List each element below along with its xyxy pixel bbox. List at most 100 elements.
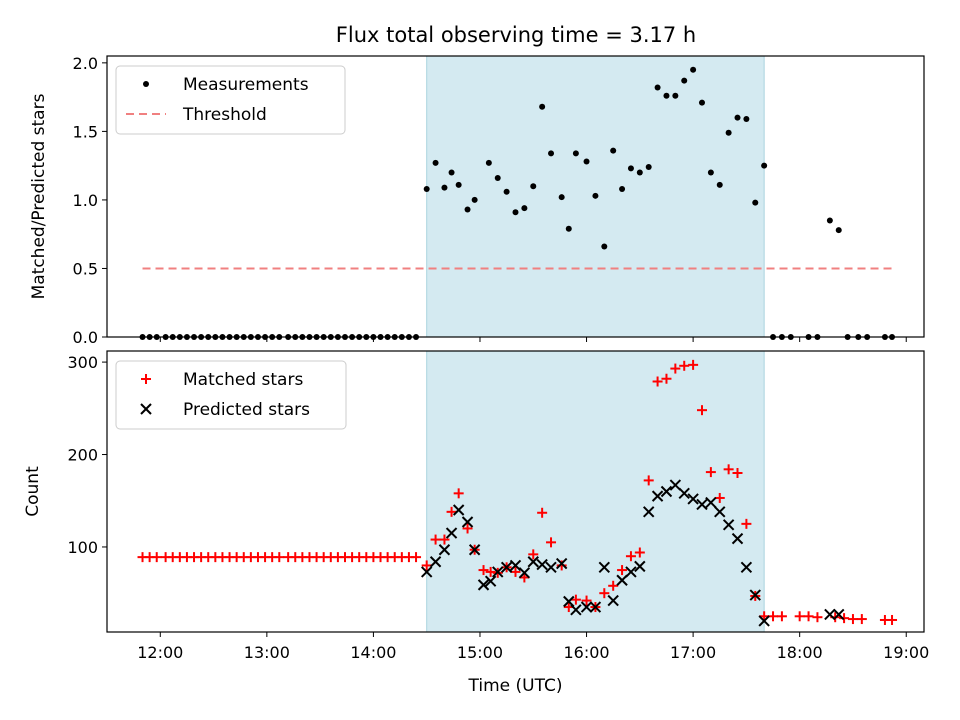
measurements-point: [565, 225, 572, 232]
predicted-stars-point-b: [545, 561, 557, 574]
predicted-stars-point: [696, 498, 708, 511]
legend-box: [115, 65, 346, 135]
measurements-point: [521, 205, 528, 212]
measurements-point: [441, 184, 448, 191]
predicted-stars-point-b: [452, 504, 465, 516]
predicted-stars-point: [589, 601, 602, 613]
matched-stars-point: [430, 534, 441, 545]
predicted-stars-point: [580, 601, 593, 613]
predicted-stars-point: [616, 574, 628, 586]
matched-stars-point: [439, 534, 450, 545]
bottom-y-axis-label: Count: [23, 466, 43, 517]
matched-stars-point: [274, 552, 285, 563]
predicted-stars-point: [555, 557, 568, 570]
legend-label: Matched stars: [183, 370, 303, 390]
predicted-stars-point-b: [429, 556, 442, 568]
predicted-stars-point: [570, 604, 582, 616]
predicted-stars-point: [824, 608, 836, 621]
bottom-axes-frame: [106, 350, 925, 633]
predicted-stars-point: [484, 575, 497, 587]
bottom-ticks: 100 200 300 12:00 13:00 14:00 15:00 16:00 17:00 1…: [67, 351, 929, 662]
predicted-stars-point-b: [722, 519, 735, 531]
matched-stars-point: [151, 552, 162, 563]
matched-stars-point: [856, 614, 867, 625]
measurements-point: [636, 169, 643, 176]
y-tick-label: 100: [67, 538, 98, 557]
predicted-stars-point: [705, 496, 717, 509]
top-panel: 0.00.51.01.52.0 Matched/Predicted stars …: [29, 54, 925, 347]
matched-stars-point: [634, 547, 645, 558]
predicted-stars-point: [625, 566, 637, 578]
matched-stars-point: [462, 523, 473, 534]
x-tick-label: 17:00: [670, 643, 716, 662]
predicted-stars-point-b: [589, 601, 602, 613]
matched-stars-point: [794, 611, 805, 622]
matched-stars-point: [546, 537, 557, 548]
predicted-stars-point: [477, 579, 490, 591]
matched-stars-point: [803, 611, 814, 622]
y-tick-label: 0.0: [73, 328, 98, 347]
matched-stars-point: [453, 488, 464, 499]
measurements-point: [485, 159, 492, 166]
measurements-point: [716, 181, 723, 188]
measurements-point: [734, 114, 741, 121]
predicted-stars-point: [468, 544, 481, 556]
matched-stars-point: [670, 363, 681, 374]
predicted-stars-point-b: [555, 557, 568, 570]
predicted-stars-point: [527, 556, 539, 568]
measurements-point: [494, 174, 501, 181]
x-tick-label: 16:00: [563, 643, 609, 662]
predicted-stars-point: [669, 479, 682, 491]
measurements-point: [601, 243, 608, 250]
measurements-point: [835, 227, 842, 234]
matched-stars-point: [570, 594, 581, 605]
top-ticks: 0.0 0.5 1.0 1.5 2.0: [73, 54, 907, 347]
predicted-stars-point-b: [607, 594, 619, 607]
legend-swatch: [141, 374, 151, 384]
predicted-stars-point-b: [580, 601, 593, 613]
measurements-point: [672, 92, 679, 99]
matched-stars-point: [661, 373, 672, 384]
matched-stars-point: [625, 551, 636, 562]
top-axes-frame: [106, 55, 925, 338]
predicted-stars-point-b: [570, 604, 582, 616]
predicted-stars-point: [492, 566, 504, 578]
measurements-point: [619, 185, 626, 192]
measurements-point: [572, 150, 579, 157]
predicted-stars-point-b: [598, 561, 611, 574]
predicted-stars-point-b: [651, 490, 664, 502]
matched-stars-point: [847, 614, 858, 625]
predicted-stars-point-b: [445, 527, 458, 539]
matched-stars-point: [537, 507, 548, 518]
predicted-stars-point: [678, 487, 690, 500]
matched-stars-point: [446, 506, 457, 517]
predicted-stars-point-b: [500, 561, 513, 574]
matched-stars-point: [723, 464, 734, 475]
predicted-stars-point: [461, 516, 474, 528]
predicted-stars-point: [420, 566, 433, 578]
legend-label: Threshold: [182, 105, 267, 125]
measurements-point: [592, 192, 599, 199]
matched-stars-point: [581, 595, 592, 606]
matched-stars-point: [556, 560, 567, 571]
predicted-stars-point: [758, 615, 770, 627]
predicted-stars-point: [740, 561, 753, 574]
measurements-point: [471, 196, 478, 203]
measurements-point: [654, 84, 661, 91]
measurements-point: [448, 169, 455, 176]
matched-stars-point: [510, 566, 521, 577]
measurements-point: [725, 129, 732, 136]
matched-stars-point: [411, 552, 422, 563]
matched-stars-point: [608, 580, 619, 591]
x-tick-label: 14:00: [350, 643, 396, 662]
legend-swatch: [140, 403, 152, 415]
predicted-stars-point-b: [749, 589, 761, 601]
legend-box: [115, 360, 347, 430]
predicted-stars-point-b: [687, 493, 699, 505]
predicted-stars-point: [607, 594, 619, 607]
predicted-stars-point-b: [833, 608, 845, 621]
bottom-legend: Matched stars Predicted stars: [115, 360, 347, 430]
predicted-stars-point: [687, 493, 699, 505]
x-tick-label: 15:00: [457, 643, 503, 662]
predicted-stars-point-b: [518, 567, 531, 579]
